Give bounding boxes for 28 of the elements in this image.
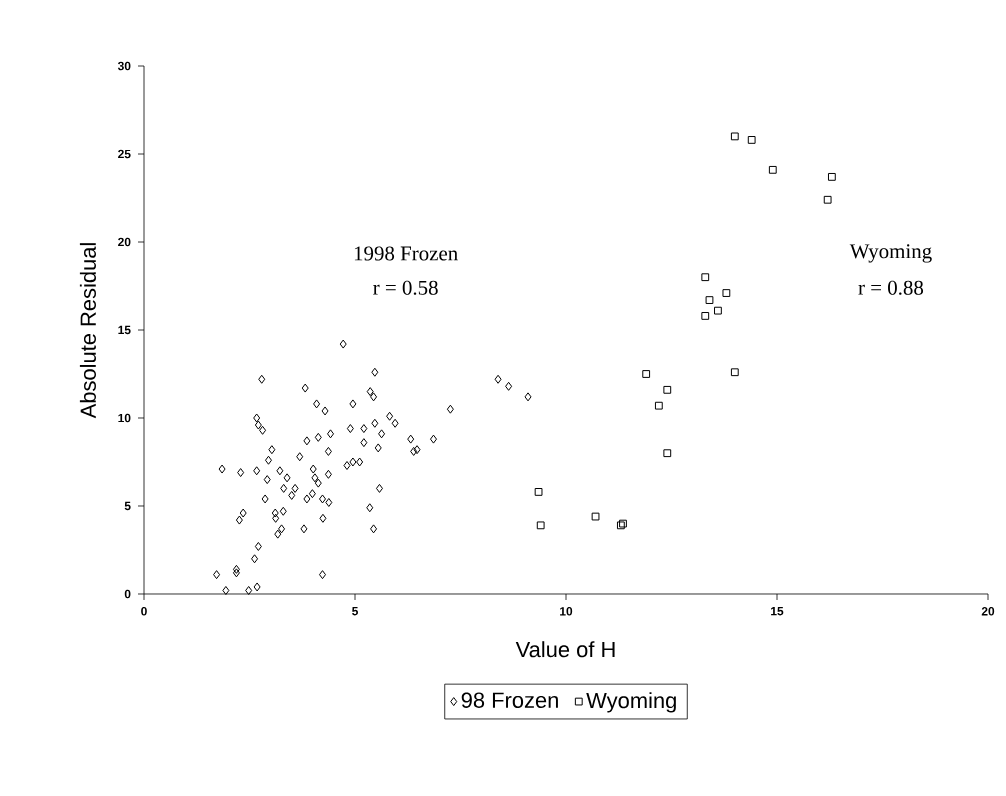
point — [730, 132, 739, 141]
point — [619, 519, 627, 528]
x-axis-title: Value of H — [515, 641, 615, 658]
point — [768, 165, 777, 174]
legend-label: Wyoming — [586, 692, 676, 713]
point — [616, 521, 625, 530]
point — [823, 195, 832, 204]
point — [654, 401, 663, 410]
point — [747, 136, 756, 144]
annotation: r = 0.58 — [373, 280, 438, 295]
legend-label: 98 Frozen — [461, 692, 558, 708]
annotation: 1998 Frozen — [354, 246, 458, 261]
point — [827, 172, 836, 181]
point — [536, 521, 545, 530]
point — [730, 368, 739, 377]
point — [642, 370, 651, 378]
point — [701, 273, 710, 282]
annotation: r = 0.88 — [858, 280, 924, 295]
annotation: Wyoming — [849, 244, 932, 263]
point — [705, 296, 714, 304]
point — [722, 289, 731, 297]
point — [663, 385, 672, 394]
point — [591, 512, 600, 521]
point — [714, 306, 722, 315]
point — [534, 488, 543, 496]
y-axis-title: Absolute Residual — [79, 243, 96, 419]
point — [663, 449, 672, 458]
point — [701, 312, 710, 320]
